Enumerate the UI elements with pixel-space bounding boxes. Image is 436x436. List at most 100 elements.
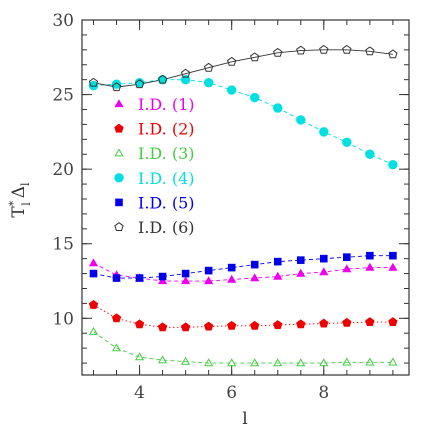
data-point (88, 326, 99, 335)
y-tick-label: 15 (52, 235, 74, 255)
legend-marker (115, 198, 123, 207)
y-axis-label-delta-sub: l (19, 182, 32, 186)
data-point (88, 77, 99, 87)
legend-label: I.D. (6) (138, 218, 195, 237)
data-point (134, 79, 145, 89)
legend-label: I.D. (5) (138, 193, 195, 212)
legend-label: I.D. (2) (138, 120, 195, 139)
data-point (342, 317, 352, 327)
data-point (319, 254, 328, 263)
series-line (93, 255, 393, 279)
plot-frame (81, 19, 410, 376)
data-point (388, 262, 398, 271)
series-markers (88, 44, 398, 367)
legend-marker (114, 148, 124, 157)
data-point (342, 137, 352, 148)
data-point (319, 127, 329, 137)
data-point (111, 343, 122, 352)
legend-marker (114, 123, 124, 133)
legend-marker (114, 173, 124, 183)
y-tick-label: 30 (52, 11, 74, 31)
data-point (250, 358, 260, 367)
data-point (273, 257, 282, 266)
x-tick-labels: 4 6 8 (134, 383, 329, 403)
data-point (388, 357, 398, 366)
data-point (227, 358, 237, 367)
data-point (181, 276, 191, 285)
data-point (319, 318, 329, 328)
data-point (296, 256, 305, 264)
major-ticks (82, 19, 409, 375)
series-line (93, 331, 393, 364)
legend-label: I.D. (4) (138, 169, 195, 188)
legend-marker (114, 222, 124, 231)
data-point (111, 79, 122, 89)
data-point (89, 269, 98, 278)
data-point (342, 264, 352, 273)
data-point (134, 319, 145, 329)
data-point (180, 68, 191, 78)
data-point (273, 358, 283, 367)
data-point (181, 356, 191, 365)
data-point (273, 47, 283, 57)
y-tick-label: 20 (52, 160, 74, 180)
data-point (227, 56, 237, 66)
legend-label: I.D. (3) (138, 144, 195, 163)
data-point (296, 358, 306, 367)
data-point (135, 274, 144, 282)
data-point (203, 77, 214, 88)
data-point (134, 352, 145, 361)
data-point (296, 319, 306, 329)
data-point (250, 92, 260, 103)
data-point (203, 62, 214, 72)
data-point (158, 272, 167, 281)
data-point (366, 251, 374, 260)
data-point (180, 322, 191, 332)
data-point (389, 251, 397, 260)
y-axis-label-sup: * (7, 200, 20, 206)
data-point (296, 268, 306, 277)
data-point (365, 46, 375, 56)
data-point (388, 159, 398, 170)
data-point (273, 320, 283, 330)
data-point (250, 260, 259, 269)
data-point (111, 313, 122, 323)
data-point (227, 320, 237, 330)
data-point (157, 322, 168, 332)
data-point (365, 317, 375, 327)
data-point (296, 115, 306, 125)
legend-marker (114, 99, 124, 108)
data-point (204, 358, 214, 367)
y-axis-label-main: T (9, 206, 29, 218)
data-point (157, 74, 168, 84)
data-point (388, 317, 398, 327)
data-point (250, 320, 260, 330)
minor-ticks (82, 19, 409, 375)
y-tick-labels: 10 15 20 25 30 (52, 11, 74, 329)
x-tick-label: 8 (318, 383, 329, 403)
data-point (365, 357, 375, 366)
data-point (250, 52, 260, 62)
data-point (227, 263, 236, 272)
x-tick-label: 6 (226, 383, 237, 403)
data-point (343, 253, 351, 261)
data-point (88, 299, 99, 309)
data-point (365, 262, 375, 271)
y-axis-label: T*lΔl (7, 182, 33, 218)
data-point (319, 267, 329, 276)
data-point (158, 355, 168, 364)
series-line (93, 262, 393, 282)
data-point (226, 85, 237, 95)
data-point (204, 276, 214, 285)
x-axis-label: l (242, 409, 247, 429)
y-tick-label: 25 (52, 86, 74, 106)
x-tick-label: 4 (134, 383, 145, 403)
data-point (319, 44, 329, 54)
data-point (296, 45, 306, 55)
data-point (273, 103, 283, 113)
legend: I.D. (1) I.D. (2) I.D. (3) I.D. (4) I.D. (5)… (114, 95, 195, 237)
data-point (111, 82, 122, 92)
data-point (88, 258, 99, 267)
svg-text:T*lΔl: T*lΔl (7, 182, 33, 218)
